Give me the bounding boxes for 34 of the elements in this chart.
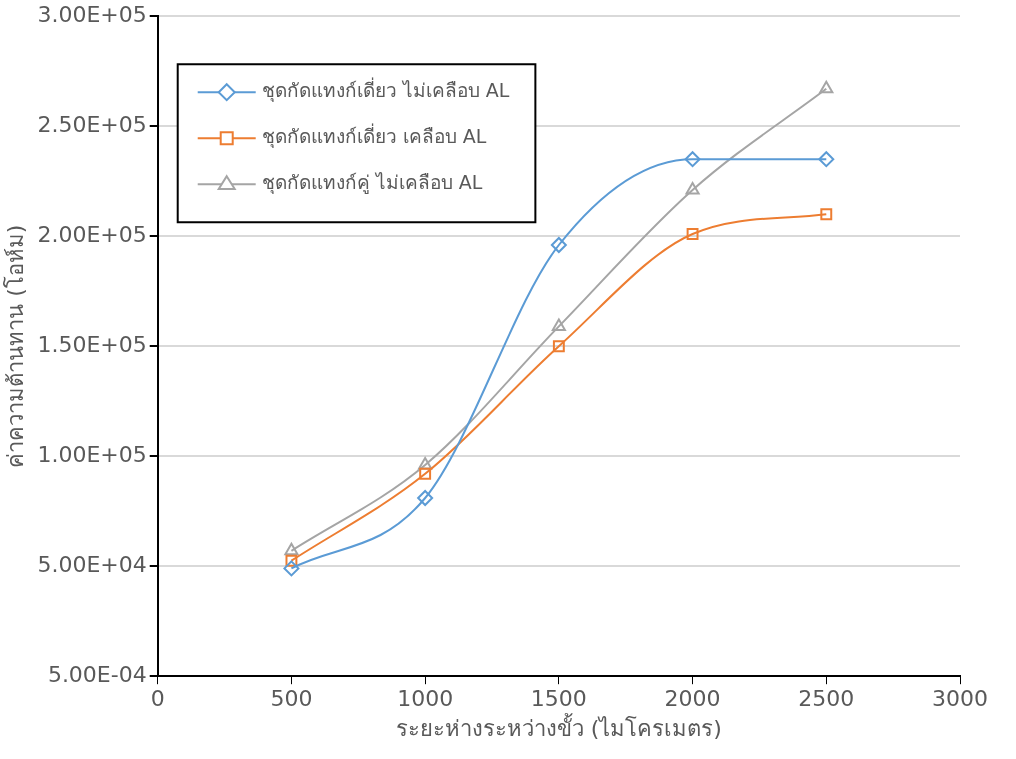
y-tick-label: 2.00E+05	[37, 221, 147, 247]
x-tick-label: 3000	[932, 686, 988, 712]
point	[552, 340, 565, 353]
point	[686, 228, 699, 240]
x-tick-label: 0	[150, 686, 165, 712]
x-tick-label: 1000	[397, 686, 454, 712]
point	[285, 554, 298, 567]
legend-label: ชุดกัดแทงก์เดี่ยว ไม่เคลือบ AL	[261, 77, 510, 104]
y-axis-title: ค่าความต้านทาน (โอห์ม)	[2, 224, 28, 468]
point	[551, 318, 566, 331]
point	[819, 80, 834, 94]
x-tick-label: 2500	[798, 686, 855, 712]
point	[418, 457, 433, 470]
legend-label: ชุดกัดแทงก์เดี่ยว เคลือบ AL	[261, 123, 487, 150]
x-axis-title: ระยะห่างระหว่างขั้ว (ไมโครเมตร)	[395, 712, 722, 741]
point	[818, 151, 835, 168]
y-tick-label: 5.00E+04	[37, 551, 147, 577]
x-tick-label: 2000	[664, 686, 721, 712]
point	[419, 467, 432, 480]
point	[283, 560, 300, 577]
x-tick-label: 500	[270, 686, 313, 712]
point	[820, 208, 833, 221]
point	[684, 151, 701, 168]
point	[550, 237, 567, 253]
y-tick-label: 1.00E+05	[37, 441, 147, 467]
point	[284, 542, 299, 556]
legend-label: ชุดกัดแทงก์คู่ ไม่เคลือบ AL	[261, 171, 483, 196]
point	[685, 182, 700, 195]
y-tick-label: 3.00E+05	[37, 1, 147, 27]
x-tick-label: 1500	[530, 686, 587, 712]
point	[417, 490, 434, 506]
y-tick-label: 1.50E+05	[37, 331, 147, 357]
y-tick-label: 2.50E+05	[37, 111, 147, 137]
y-tick-label: 5.00E-04	[47, 661, 147, 687]
